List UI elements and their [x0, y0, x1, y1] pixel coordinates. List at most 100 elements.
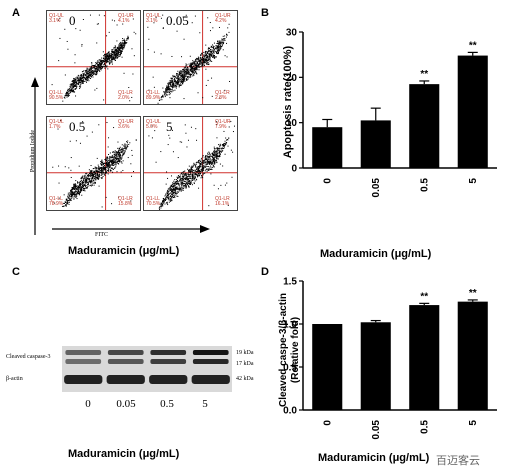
event-dot	[207, 51, 209, 53]
event-dot	[75, 88, 77, 90]
event-dot	[107, 146, 109, 148]
event-dot	[199, 172, 201, 174]
event-dot	[196, 176, 198, 178]
event-dot	[106, 159, 108, 161]
event-dot	[102, 175, 104, 177]
event-dot	[165, 183, 167, 185]
band-actin	[64, 375, 103, 384]
event-dot	[148, 89, 150, 91]
event-dot	[93, 174, 95, 176]
event-dot	[203, 168, 205, 170]
quadrant-ur: Q1-UR 7.9%	[215, 120, 231, 130]
event-dot	[173, 76, 175, 78]
event-dot	[89, 170, 91, 172]
event-dot	[103, 66, 105, 68]
event-dot	[180, 188, 182, 190]
event-dot	[203, 64, 205, 66]
event-dot	[190, 169, 192, 171]
event-dot	[202, 59, 204, 61]
event-dot	[94, 173, 96, 175]
event-dot	[75, 184, 77, 186]
event-dot	[87, 78, 89, 80]
event-dot	[179, 83, 181, 85]
event-dot	[164, 94, 166, 96]
bar	[409, 305, 440, 410]
event-dot	[169, 84, 171, 86]
event-dot	[89, 172, 91, 174]
event-dot	[217, 153, 219, 155]
event-dot	[221, 44, 223, 46]
event-dot	[200, 64, 202, 66]
event-dot	[90, 69, 92, 71]
event-dot	[108, 53, 110, 55]
event-dot	[102, 165, 104, 167]
event-dot	[112, 49, 114, 51]
event-dot	[201, 174, 203, 176]
event-dot	[121, 43, 123, 45]
event-dot	[220, 147, 222, 149]
y-tick-label: 0.0	[283, 406, 297, 417]
event-dot	[98, 69, 100, 71]
event-dot	[76, 86, 78, 88]
event-dot	[170, 200, 172, 202]
event-dot	[211, 152, 213, 154]
event-dot	[121, 157, 123, 159]
event-dot	[174, 188, 176, 190]
event-dot	[183, 176, 185, 178]
event-dot	[66, 199, 68, 201]
event-dot	[69, 199, 71, 201]
event-dot	[195, 58, 197, 60]
event-dot	[198, 167, 200, 169]
event-dot	[77, 181, 79, 183]
event-dot	[104, 64, 106, 66]
event-dot	[65, 200, 67, 202]
event-dot	[194, 176, 196, 178]
event-dot	[226, 34, 228, 36]
event-dot	[123, 45, 125, 47]
event-dot	[224, 142, 226, 144]
event-dot	[97, 69, 99, 71]
event-dot	[210, 173, 212, 175]
event-dot	[209, 161, 211, 163]
event-dot	[105, 60, 107, 62]
event-dot	[194, 59, 196, 61]
event-dot	[67, 200, 69, 202]
event-dot	[101, 164, 103, 166]
event-dot	[172, 190, 174, 192]
event-dot	[172, 86, 174, 88]
event-dot	[108, 57, 110, 59]
event-dot	[195, 173, 197, 175]
quadrant-lr-name: Q1-LR	[215, 90, 230, 96]
event-dot	[105, 54, 107, 56]
event-dot	[178, 189, 180, 191]
event-dot	[98, 178, 100, 180]
event-dot	[199, 63, 201, 65]
event-dot	[178, 82, 180, 84]
event-dot	[219, 43, 221, 45]
event-dot	[158, 100, 160, 102]
event-dot	[114, 154, 116, 156]
event-dot	[78, 189, 80, 191]
event-dot	[113, 153, 115, 155]
event-dot	[209, 30, 211, 32]
event-dot	[86, 78, 88, 80]
event-dot	[85, 175, 87, 177]
event-dot	[105, 160, 107, 162]
event-dot	[213, 52, 215, 54]
event-dot	[74, 62, 76, 64]
event-dot	[226, 138, 228, 140]
event-dot	[199, 63, 201, 65]
event-dot	[89, 68, 91, 70]
event-dot	[198, 187, 200, 189]
event-dot	[206, 63, 208, 65]
bar	[312, 127, 343, 168]
event-dot	[118, 45, 120, 47]
event-dot	[62, 202, 64, 204]
event-dot	[75, 190, 77, 192]
event-dot	[196, 179, 198, 181]
event-dot	[212, 153, 214, 155]
event-dot	[85, 77, 87, 79]
event-dot	[209, 155, 211, 157]
event-dot	[203, 57, 205, 59]
quadrant-lr-value: 2.8%	[215, 95, 227, 101]
